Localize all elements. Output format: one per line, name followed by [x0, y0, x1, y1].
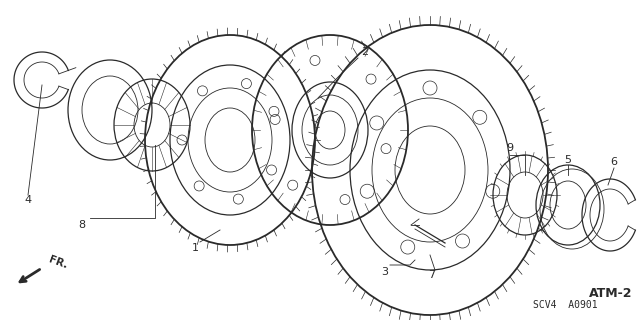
Text: FR.: FR.: [47, 254, 68, 270]
Text: 3: 3: [381, 267, 388, 277]
Text: ATM-2: ATM-2: [589, 287, 632, 300]
Text: 7: 7: [428, 270, 436, 280]
Text: 8: 8: [79, 220, 86, 230]
Text: 5: 5: [564, 155, 572, 165]
Text: 9: 9: [506, 143, 513, 153]
Text: 4: 4: [24, 195, 31, 205]
Text: SCV4  A0901: SCV4 A0901: [532, 300, 597, 310]
Text: 1: 1: [191, 243, 198, 253]
Text: 2: 2: [362, 47, 369, 57]
Text: 6: 6: [611, 157, 618, 167]
